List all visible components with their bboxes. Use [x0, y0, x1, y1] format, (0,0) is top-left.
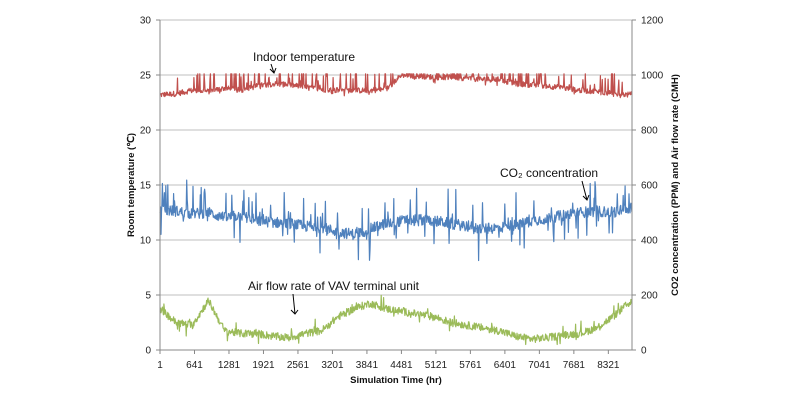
y-right-tick-label: 200	[641, 291, 658, 302]
tick-labels: 0 5 10 15 20 25 30 0 200 400 600 800 1000 1200 1 641 128…	[140, 16, 664, 372]
y-right-tick-label: 1000	[641, 71, 664, 82]
arrow-co2-concentration	[581, 180, 588, 201]
x-axis-title: Simulation Time (hr)	[350, 375, 442, 386]
x-tick-label: 2561	[287, 360, 310, 371]
arrow-indoor-temperature-head	[269, 67, 277, 74]
series-layer	[159, 73, 633, 346]
x-tick-label: 5121	[425, 360, 448, 371]
x-tick-label: 3841	[356, 360, 379, 371]
annotation-arrows	[269, 63, 590, 315]
y-left-tick-label: 0	[145, 346, 151, 357]
gridlines	[160, 19, 632, 296]
axes	[156, 19, 636, 354]
y-left-tick-label: 10	[140, 236, 152, 247]
y-left-tick-label: 25	[140, 71, 152, 82]
x-tick-label: 4481	[390, 360, 413, 371]
arrow-co2-concentration-head	[582, 194, 590, 201]
series-line-2	[159, 294, 633, 346]
x-tick-label: 641	[186, 360, 203, 371]
y-axis-right-title: CO2 concentration (PPM) and Air flow rat…	[670, 74, 681, 296]
x-tick-label: 1	[157, 360, 163, 371]
x-tick-label: 5761	[459, 360, 482, 371]
y-right-tick-label: 600	[641, 181, 658, 192]
x-tick-label: 8321	[597, 360, 620, 371]
y-left-tick-label: 15	[140, 181, 152, 192]
arrow-indoor-temperature	[270, 63, 275, 74]
annotation-co2-concentration: CO₂ concentration	[500, 166, 598, 180]
x-tick-label: 1281	[218, 360, 241, 371]
y-right-tick-label: 0	[641, 346, 647, 357]
series-line-1	[159, 179, 633, 262]
x-tick-label: 7681	[563, 360, 586, 371]
y-left-tick-label: 20	[140, 126, 152, 137]
x-tick-label: 3201	[321, 360, 344, 371]
annotation-air-flow-rate: Air flow rate of VAV terminal unit	[248, 279, 420, 293]
x-tick-label: 7041	[528, 360, 551, 371]
x-tick-label: 6401	[494, 360, 517, 371]
arrow-air-flow-rate	[292, 293, 296, 315]
arrow-air-flow-rate-head	[290, 309, 299, 315]
y-right-tick-label: 400	[641, 236, 658, 247]
y-right-tick-label: 800	[641, 126, 658, 137]
y-right-tick-label: 1200	[641, 16, 664, 27]
annotation-indoor-temperature: Indoor temperature	[253, 50, 355, 64]
series-line-0	[159, 73, 633, 99]
y-left-tick-label: 5	[145, 291, 151, 302]
y-axis-left-title: Room temperature (℃)	[126, 133, 137, 237]
x-tick-label: 1921	[252, 360, 275, 371]
y-left-tick-label: 30	[140, 16, 152, 27]
